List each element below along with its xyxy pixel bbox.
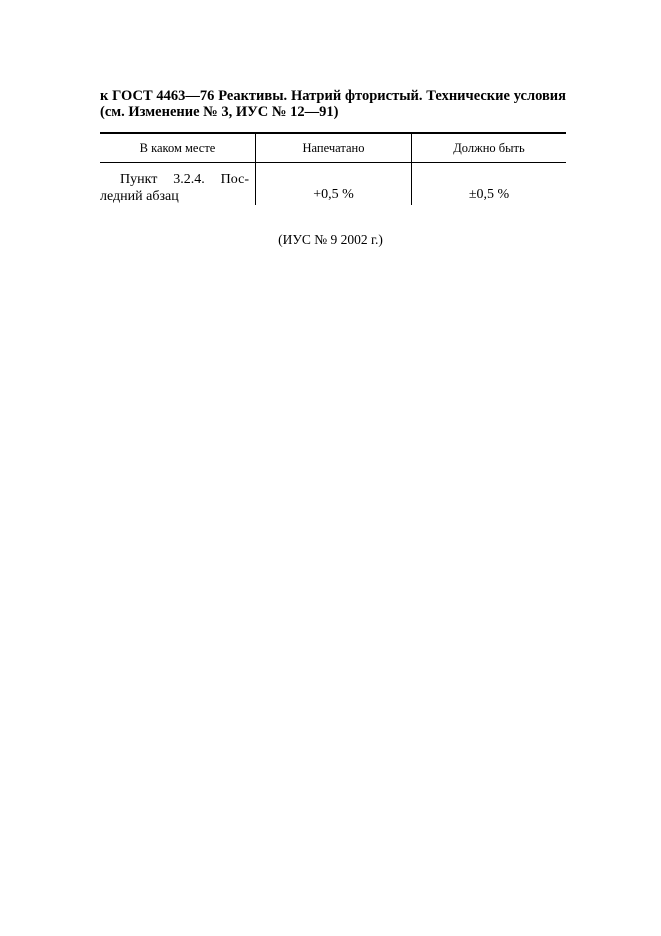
header-place: В каком месте [139, 140, 216, 155]
table-row: Пункт 3.2.4. Пос-ледний абзац +0,5 % ±0,… [100, 162, 566, 205]
cell-place: Пункт 3.2.4. Пос-ледний абзац [100, 172, 249, 204]
title-line-2: (см. Изменение № 3, ИУС № 12—91) [100, 104, 339, 120]
cell-printed: +0,5 % [255, 162, 412, 205]
source-reference: (ИУС № 9 2002 г.) [278, 232, 383, 247]
header-should-be: Должно быть [411, 133, 566, 163]
header-printed: Напечатано [255, 133, 412, 163]
cell-should-be: ±0,5 % [411, 162, 566, 205]
corrections-table: В каком месте Напечатано Должно быть Пун… [100, 132, 566, 205]
table-header-row: В каком месте Напечатано Должно быть [100, 133, 566, 163]
document-title: к ГОСТ 4463—76 Реактивы. Натрий фтористы… [100, 88, 566, 120]
title-line-1: к ГОСТ 4463—76 Реактивы. Натрий фтористы… [100, 88, 566, 104]
